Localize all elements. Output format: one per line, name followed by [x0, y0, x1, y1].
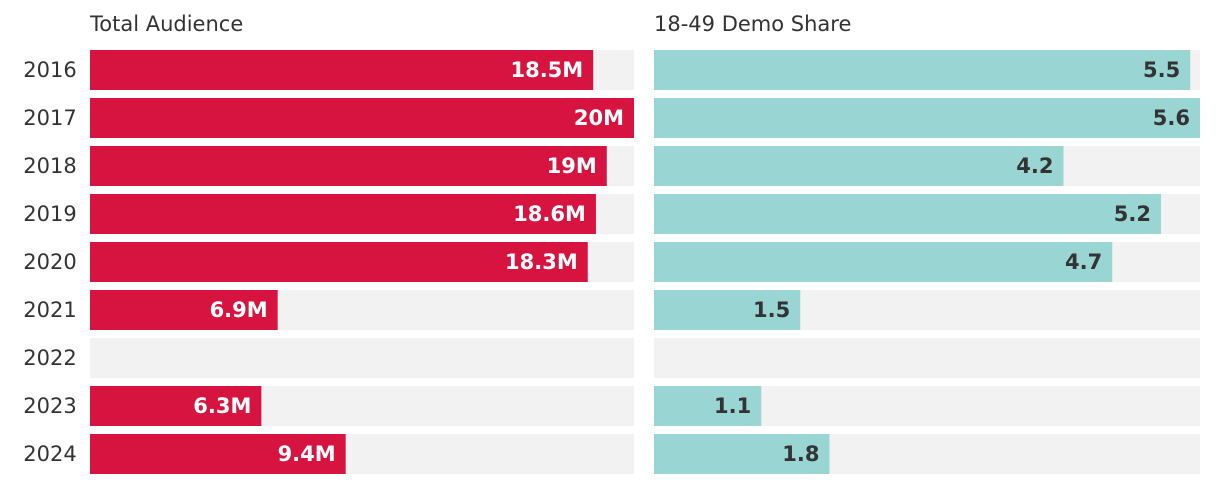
total-audience-bar-2020 — [90, 242, 588, 282]
total-audience-value-label-2016: 18.5M — [510, 58, 583, 82]
total-audience-bar-2019 — [90, 194, 596, 234]
demo-share-bar-2021 — [654, 290, 801, 330]
demo-share-bar-2020 — [654, 242, 1113, 282]
total-audience-value-label-2017: 20M — [574, 106, 624, 130]
demo-share-value-label-2021: 1.5 — [753, 298, 790, 322]
year-label-2020: 2020 — [23, 250, 76, 274]
total-audience-bar-2016 — [90, 50, 594, 90]
year-label-2021: 2021 — [23, 298, 76, 322]
total-audience-bar-2018 — [90, 146, 607, 186]
total-audience-bar-2024 — [90, 434, 346, 474]
total-audience-value-label-2021: 6.9M — [210, 298, 268, 322]
year-label-2018: 2018 — [23, 154, 76, 178]
demo-share-value-label-2017: 5.6 — [1153, 106, 1190, 130]
total-audience-value-label-2023: 6.3M — [193, 394, 251, 418]
year-label-2022: 2022 — [23, 346, 76, 370]
demo-share-track-2022 — [654, 338, 1200, 378]
year-label-2023: 2023 — [23, 394, 76, 418]
year-label-2017: 2017 — [23, 106, 76, 130]
demo-share-value-label-2018: 4.2 — [1016, 154, 1053, 178]
demo-share-bar-2023 — [654, 386, 762, 426]
demo-share-bar-2024 — [654, 434, 830, 474]
demo-share-bar-2016 — [654, 50, 1191, 90]
demo-share-value-label-2023: 1.1 — [714, 394, 751, 418]
total-audience-value-label-2019: 18.6M — [513, 202, 586, 226]
demo-share-title: 18-49 Demo Share — [654, 12, 852, 36]
total-audience-title: Total Audience — [90, 12, 244, 36]
total-audience-value-label-2020: 18.3M — [505, 250, 578, 274]
total-audience-track-2022 — [90, 338, 634, 378]
total-audience-bar-2017 — [90, 98, 634, 138]
demo-share-bar-2017 — [654, 98, 1200, 138]
year-label-2019: 2019 — [23, 202, 76, 226]
demo-share-value-label-2020: 4.7 — [1065, 250, 1102, 274]
total-audience-bar-2021 — [90, 290, 278, 330]
total-audience-bar-2023 — [90, 386, 262, 426]
total-audience-value-label-2018: 19M — [547, 154, 597, 178]
year-label-2016: 2016 — [23, 58, 76, 82]
demo-share-bar-2018 — [654, 146, 1064, 186]
demo-share-value-label-2024: 1.8 — [782, 442, 819, 466]
demo-share-value-label-2016: 5.5 — [1143, 58, 1180, 82]
year-label-2024: 2024 — [23, 442, 76, 466]
demo-share-bar-2019 — [654, 194, 1161, 234]
total-audience-value-label-2024: 9.4M — [278, 442, 336, 466]
demo-share-value-label-2019: 5.2 — [1114, 202, 1151, 226]
